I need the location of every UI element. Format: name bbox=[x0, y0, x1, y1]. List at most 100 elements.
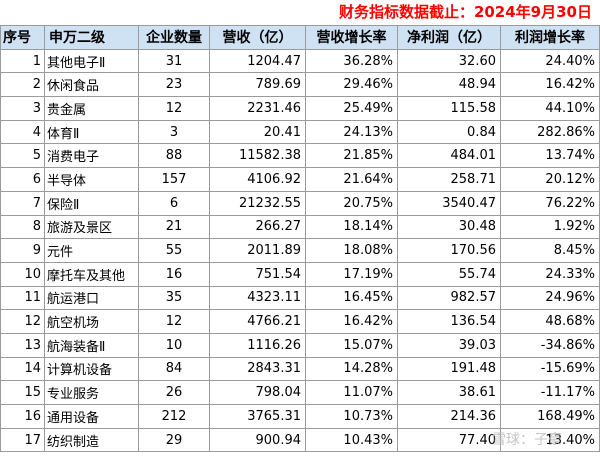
profit-growth-cell: 8.45% bbox=[500, 238, 600, 263]
revenue-cell: 11582.38 bbox=[209, 143, 306, 169]
revenue-cell: 751.54 bbox=[209, 261, 306, 287]
company-count-cell: 157 bbox=[138, 167, 210, 192]
industry-name-cell: 纺织制造 bbox=[44, 427, 139, 453]
revenue-cell: 4323.11 bbox=[209, 285, 306, 311]
industry-name-cell: 其他电子Ⅱ bbox=[44, 48, 139, 74]
table-row: 16 通用设备 212 3765.31 10.73% 214.36 168.49% bbox=[0, 404, 600, 429]
industry-name-cell: 专业服务 bbox=[44, 380, 139, 405]
revenue-cell: 21232.55 bbox=[209, 190, 306, 216]
net-profit-cell: 258.71 bbox=[397, 167, 501, 192]
revenue-growth-cell: 18.14% bbox=[305, 214, 398, 240]
row-index-cell: 12 bbox=[0, 309, 45, 334]
net-profit-cell: 170.56 bbox=[397, 238, 501, 263]
industry-name-cell: 通用设备 bbox=[44, 404, 139, 429]
company-count-cell: 212 bbox=[138, 404, 210, 429]
revenue-growth-cell: 36.28% bbox=[305, 48, 398, 74]
row-index-cell: 16 bbox=[0, 404, 45, 429]
row-index-cell: 4 bbox=[0, 119, 45, 145]
profit-growth-cell: -15.69% bbox=[500, 356, 600, 382]
net-profit-cell: 0.84 bbox=[397, 119, 501, 145]
table-body: 1 其他电子Ⅱ 31 1204.47 36.28% 32.60 24.40% 2 休闲食品 23 7… bbox=[0, 48, 600, 453]
industry-name-cell: 航海装备Ⅱ bbox=[44, 332, 139, 358]
net-profit-cell: 38.61 bbox=[397, 380, 501, 405]
net-profit-cell: 77.40 bbox=[397, 427, 501, 453]
net-profit-cell: 32.60 bbox=[397, 48, 501, 74]
company-count-cell: 35 bbox=[138, 285, 210, 311]
company-count-cell: 31 bbox=[138, 48, 210, 74]
row-index-cell: 3 bbox=[0, 96, 45, 121]
revenue-cell: 2843.31 bbox=[209, 356, 306, 382]
industry-name-cell: 保险Ⅱ bbox=[44, 190, 139, 216]
profit-growth-cell: 13.74% bbox=[500, 143, 600, 169]
row-index-cell: 10 bbox=[0, 261, 45, 287]
revenue-cell: 2011.89 bbox=[209, 238, 306, 263]
revenue-growth-cell: 18.08% bbox=[305, 238, 398, 263]
table-row: 15 专业服务 26 798.04 11.07% 38.61 -11.17% bbox=[0, 380, 600, 405]
row-index-cell: 17 bbox=[0, 427, 45, 453]
revenue-cell: 900.94 bbox=[209, 427, 306, 453]
company-count-cell: 29 bbox=[138, 427, 210, 453]
header-revenue: 营收（亿） bbox=[209, 25, 306, 50]
revenue-growth-cell: 20.75% bbox=[305, 190, 398, 216]
profit-growth-cell: -11.17% bbox=[500, 380, 600, 405]
table-row: 3 贵金属 12 2231.46 25.49% 115.58 44.10% bbox=[0, 96, 600, 121]
row-index-cell: 11 bbox=[0, 285, 45, 311]
company-count-cell: 23 bbox=[138, 72, 210, 98]
industry-name-cell: 消费电子 bbox=[44, 143, 139, 169]
profit-growth-cell: 20.12% bbox=[500, 167, 600, 192]
revenue-growth-cell: 10.43% bbox=[305, 427, 398, 453]
revenue-cell: 3765.31 bbox=[209, 404, 306, 429]
revenue-growth-cell: 11.07% bbox=[305, 380, 398, 405]
table-header: 序号 申万二级 企业数量 营收（亿） 营收增长率 净利润（亿） 利润增长率 bbox=[0, 25, 600, 50]
net-profit-cell: 484.01 bbox=[397, 143, 501, 169]
net-profit-cell: 214.36 bbox=[397, 404, 501, 429]
table-row: 7 保险Ⅱ 6 21232.55 20.75% 3540.47 76.22% bbox=[0, 190, 600, 216]
table-row: 17 纺织制造 29 900.94 10.43% 77.40 13.40% bbox=[0, 427, 600, 453]
profit-growth-cell: 282.86% bbox=[500, 119, 600, 145]
profit-growth-cell: 48.68% bbox=[500, 309, 600, 334]
profit-growth-cell: 44.10% bbox=[500, 96, 600, 121]
header-revenue-growth: 营收增长率 bbox=[305, 25, 398, 50]
company-count-cell: 3 bbox=[138, 119, 210, 145]
company-count-cell: 6 bbox=[138, 190, 210, 216]
revenue-cell: 2231.46 bbox=[209, 96, 306, 121]
revenue-cell: 789.69 bbox=[209, 72, 306, 98]
profit-growth-cell: 24.40% bbox=[500, 48, 600, 74]
industry-name-cell: 体育Ⅱ bbox=[44, 119, 139, 145]
company-count-cell: 84 bbox=[138, 356, 210, 382]
company-count-cell: 12 bbox=[138, 96, 210, 121]
table-row: 13 航海装备Ⅱ 10 1116.26 15.07% 39.03 -34.86% bbox=[0, 332, 600, 358]
net-profit-cell: 55.74 bbox=[397, 261, 501, 287]
net-profit-cell: 3540.47 bbox=[397, 190, 501, 216]
table-row: 5 消费电子 88 11582.38 21.85% 484.01 13.74% bbox=[0, 143, 600, 169]
row-index-cell: 14 bbox=[0, 356, 45, 382]
revenue-growth-cell: 16.42% bbox=[305, 309, 398, 334]
net-profit-cell: 115.58 bbox=[397, 96, 501, 121]
net-profit-cell: 39.03 bbox=[397, 332, 501, 358]
net-profit-cell: 191.48 bbox=[397, 356, 501, 382]
industry-name-cell: 旅游及景区 bbox=[44, 214, 139, 240]
profit-growth-cell: 16.42% bbox=[500, 72, 600, 98]
profit-growth-cell: 168.49% bbox=[500, 404, 600, 429]
revenue-cell: 20.41 bbox=[209, 119, 306, 145]
title-row: 财务指标数据截止：2024年9月30日 bbox=[0, 0, 600, 26]
revenue-cell: 1116.26 bbox=[209, 332, 306, 358]
row-index-cell: 8 bbox=[0, 214, 45, 240]
profit-growth-cell: -34.86% bbox=[500, 332, 600, 358]
revenue-growth-cell: 21.85% bbox=[305, 143, 398, 169]
revenue-growth-cell: 15.07% bbox=[305, 332, 398, 358]
revenue-growth-cell: 24.13% bbox=[305, 119, 398, 145]
industry-name-cell: 航空机场 bbox=[44, 309, 139, 334]
table-row: 2 休闲食品 23 789.69 29.46% 48.94 16.42% bbox=[0, 72, 600, 98]
revenue-growth-cell: 21.64% bbox=[305, 167, 398, 192]
revenue-growth-cell: 17.19% bbox=[305, 261, 398, 287]
header-index: 序号 bbox=[0, 25, 45, 50]
table-row: 14 计算机设备 84 2843.31 14.28% 191.48 -15.69% bbox=[0, 356, 600, 382]
table-row: 1 其他电子Ⅱ 31 1204.47 36.28% 32.60 24.40% bbox=[0, 48, 600, 74]
profit-growth-cell: 1.92% bbox=[500, 214, 600, 240]
watermark: 雪球：子豪 bbox=[492, 432, 562, 448]
industry-name-cell: 元件 bbox=[44, 238, 139, 263]
row-index-cell: 9 bbox=[0, 238, 45, 263]
